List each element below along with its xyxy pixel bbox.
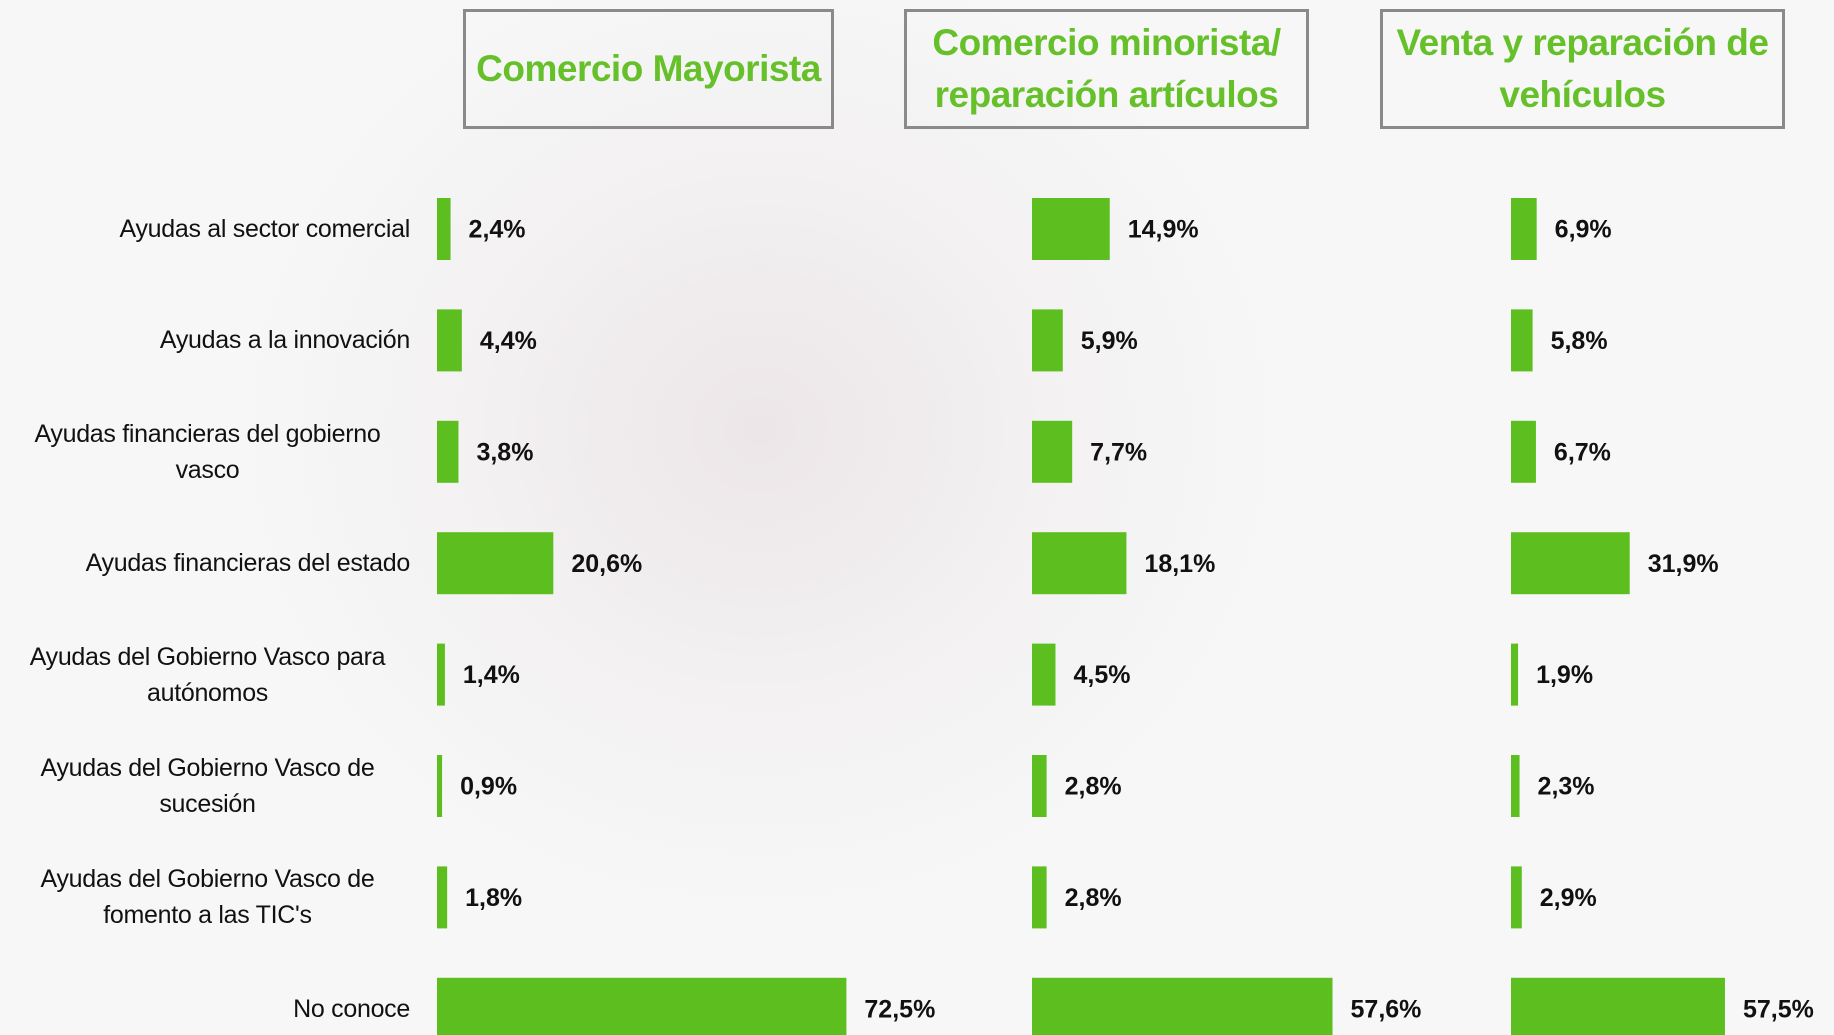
bar	[1032, 309, 1063, 371]
category-label: No conoce	[0, 991, 410, 1027]
category-label: Ayudas al sector comercial	[0, 211, 410, 247]
value-label: 14,9%	[1128, 216, 1199, 244]
value-label: 72,5%	[864, 995, 935, 1023]
value-label: 2,9%	[1540, 884, 1597, 912]
value-label: 2,3%	[1538, 773, 1595, 801]
bar	[1511, 198, 1537, 260]
bar	[1032, 866, 1047, 928]
value-label: 6,9%	[1555, 216, 1612, 244]
category-label: Ayudas financieras del gobierno vasco	[0, 416, 410, 488]
bar	[1511, 755, 1520, 817]
category-label: Ayudas financieras del estado	[0, 545, 410, 581]
bar	[1032, 421, 1072, 483]
bar	[1032, 644, 1055, 706]
bar	[437, 532, 553, 594]
value-label: 5,8%	[1551, 327, 1608, 355]
value-label: 6,7%	[1554, 438, 1611, 466]
bar	[1511, 978, 1725, 1035]
value-label: 57,5%	[1743, 995, 1814, 1023]
value-label: 1,9%	[1536, 661, 1593, 689]
category-text: Ayudas al sector comercial	[120, 211, 410, 247]
category-text: No conoce	[293, 991, 410, 1027]
bar	[1032, 755, 1047, 817]
value-label: 1,4%	[463, 661, 520, 689]
category-label: Ayudas a la innovación	[0, 322, 410, 358]
bar	[437, 421, 458, 483]
value-label: 7,7%	[1090, 438, 1147, 466]
value-label: 0,9%	[460, 773, 517, 801]
bar	[437, 866, 447, 928]
bar	[1511, 532, 1630, 594]
value-label: 18,1%	[1144, 550, 1215, 578]
category-label: Ayudas del Gobierno Vasco para autónomos	[0, 639, 410, 711]
category-text: Ayudas del Gobierno Vasco de fomento a l…	[5, 861, 410, 933]
bar	[437, 644, 445, 706]
bar	[1511, 644, 1518, 706]
value-label: 1,8%	[465, 884, 522, 912]
value-label: 4,5%	[1073, 661, 1130, 689]
panel-title: Venta y reparación de vehículos	[1380, 9, 1785, 129]
bar	[1511, 421, 1536, 483]
category-text: Ayudas a la innovación	[160, 322, 410, 358]
category-text: Ayudas financieras del gobierno vasco	[5, 416, 410, 488]
bar	[1032, 198, 1110, 260]
value-label: 2,8%	[1065, 884, 1122, 912]
bar	[1032, 532, 1126, 594]
bar	[437, 755, 442, 817]
value-label: 31,9%	[1648, 550, 1719, 578]
value-label: 20,6%	[571, 550, 642, 578]
bar	[1511, 309, 1533, 371]
bar	[437, 309, 462, 371]
category-text: Ayudas financieras del estado	[86, 545, 410, 581]
panel-title: Comercio Mayorista	[463, 9, 834, 129]
value-label: 2,4%	[469, 216, 526, 244]
value-label: 57,6%	[1351, 995, 1422, 1023]
bar	[1511, 866, 1522, 928]
bar	[437, 198, 451, 260]
value-label: 2,8%	[1065, 773, 1122, 801]
bar	[437, 978, 846, 1035]
value-label: 5,9%	[1081, 327, 1138, 355]
chart: 2,4% 4,4% 3,8% 20,6% 1,4% 0,9% 1,8% 72,5% 14,9% 5…	[0, 0, 1834, 1035]
value-label: 4,4%	[480, 327, 537, 355]
category-label: Ayudas del Gobierno Vasco de fomento a l…	[0, 861, 410, 933]
value-label: 3,8%	[476, 438, 533, 466]
category-text: Ayudas del Gobierno Vasco de sucesión	[5, 750, 410, 822]
category-text: Ayudas del Gobierno Vasco para autónomos	[5, 639, 410, 711]
category-label: Ayudas del Gobierno Vasco de sucesión	[0, 750, 410, 822]
bar	[1032, 978, 1333, 1035]
panel-title: Comercio minorista/ reparación artículos	[904, 9, 1309, 129]
